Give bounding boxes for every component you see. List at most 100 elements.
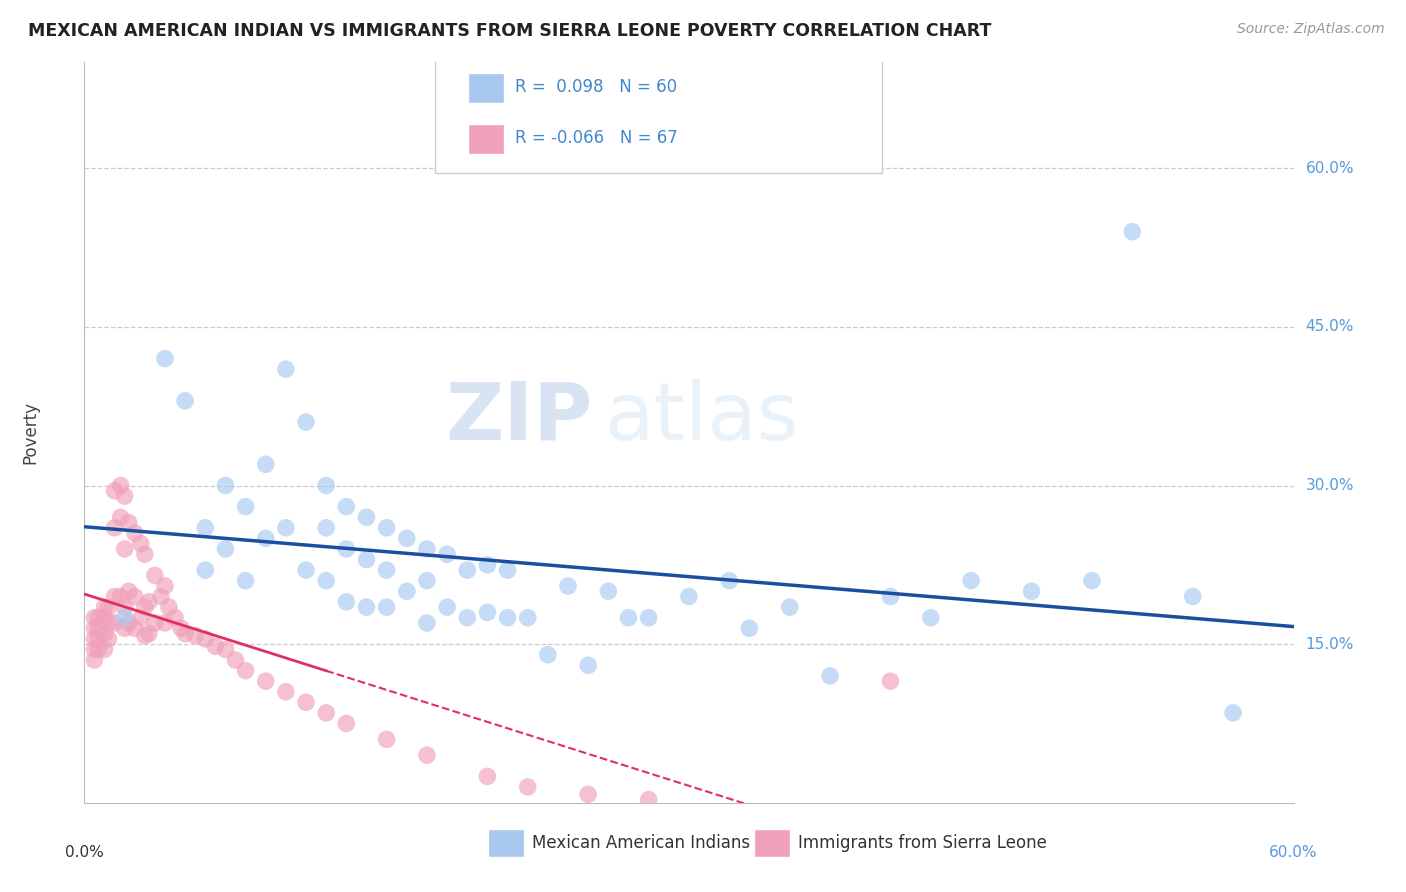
Point	[395, 584, 418, 599]
Text: Poverty: Poverty	[21, 401, 39, 464]
Point	[129, 610, 152, 624]
Point	[157, 600, 180, 615]
Point	[879, 590, 901, 604]
Point	[194, 632, 217, 646]
Point	[174, 626, 197, 640]
Point	[138, 595, 160, 609]
Point	[477, 769, 499, 783]
Point	[254, 674, 277, 689]
Point	[879, 674, 901, 689]
Point	[235, 574, 257, 588]
Point	[87, 642, 110, 657]
Point	[194, 521, 217, 535]
Point	[456, 610, 478, 624]
Point	[375, 732, 398, 747]
Text: 60.0%: 60.0%	[1270, 845, 1317, 860]
Point	[416, 574, 439, 588]
Point	[375, 563, 398, 577]
Point	[254, 532, 277, 546]
Point	[104, 590, 127, 604]
Point	[214, 541, 236, 556]
Text: R = -0.066   N = 67: R = -0.066 N = 67	[515, 129, 678, 147]
Point	[779, 600, 801, 615]
Point	[93, 626, 115, 640]
Point	[295, 415, 318, 429]
Point	[134, 547, 156, 561]
Point	[97, 632, 120, 646]
Point	[97, 615, 120, 630]
Point	[93, 610, 115, 624]
Point	[436, 547, 458, 561]
Point	[114, 610, 136, 624]
Text: 30.0%: 30.0%	[1306, 478, 1354, 493]
Point	[153, 615, 176, 630]
Point	[93, 642, 115, 657]
Point	[165, 610, 187, 624]
Point	[124, 590, 146, 604]
Point	[395, 532, 418, 546]
Text: R =  0.098   N = 60: R = 0.098 N = 60	[515, 78, 676, 95]
Point	[516, 780, 538, 794]
Point	[576, 658, 599, 673]
Text: 15.0%: 15.0%	[1306, 637, 1354, 652]
Point	[416, 615, 439, 630]
Point	[214, 642, 236, 657]
Point	[335, 716, 357, 731]
Point	[124, 526, 146, 541]
Point	[235, 500, 257, 514]
Point	[295, 563, 318, 577]
Point	[204, 640, 226, 654]
Point	[818, 669, 841, 683]
Point	[214, 478, 236, 492]
Point	[960, 574, 983, 588]
Point	[1181, 590, 1204, 604]
Point	[110, 590, 132, 604]
Point	[1021, 584, 1043, 599]
Point	[153, 579, 176, 593]
Text: 60.0%: 60.0%	[1306, 161, 1354, 176]
Point	[356, 600, 378, 615]
Text: MEXICAN AMERICAN INDIAN VS IMMIGRANTS FROM SIERRA LEONE POVERTY CORRELATION CHAR: MEXICAN AMERICAN INDIAN VS IMMIGRANTS FR…	[28, 22, 991, 40]
Point	[436, 600, 458, 615]
Point	[114, 621, 136, 635]
Point	[149, 590, 172, 604]
Point	[335, 500, 357, 514]
Point	[104, 615, 127, 630]
Text: 45.0%: 45.0%	[1306, 319, 1354, 334]
Point	[315, 574, 337, 588]
Point	[1121, 225, 1143, 239]
Text: atlas: atlas	[605, 379, 799, 457]
Point	[274, 685, 297, 699]
Point	[678, 590, 700, 604]
Point	[477, 558, 499, 572]
FancyBboxPatch shape	[468, 125, 503, 153]
FancyBboxPatch shape	[468, 73, 503, 102]
Point	[375, 600, 398, 615]
FancyBboxPatch shape	[434, 52, 883, 173]
Point	[114, 489, 136, 503]
Point	[225, 653, 247, 667]
Point	[456, 563, 478, 577]
Point	[118, 516, 141, 530]
Point	[537, 648, 560, 662]
Text: Source: ZipAtlas.com: Source: ZipAtlas.com	[1237, 22, 1385, 37]
Point	[114, 541, 136, 556]
Point	[104, 483, 127, 498]
Point	[315, 706, 337, 720]
Point	[87, 621, 110, 635]
Text: 0.0%: 0.0%	[65, 845, 104, 860]
Point	[416, 748, 439, 763]
FancyBboxPatch shape	[755, 830, 789, 856]
Text: ZIP: ZIP	[444, 379, 592, 457]
Point	[87, 632, 110, 646]
Point	[356, 510, 378, 524]
Point	[83, 610, 105, 624]
Point	[83, 621, 105, 635]
Point	[416, 541, 439, 556]
Point	[110, 478, 132, 492]
Point	[617, 610, 640, 624]
Point	[356, 552, 378, 566]
Point	[557, 579, 579, 593]
Point	[516, 610, 538, 624]
Text: Immigrants from Sierra Leone: Immigrants from Sierra Leone	[797, 834, 1046, 852]
